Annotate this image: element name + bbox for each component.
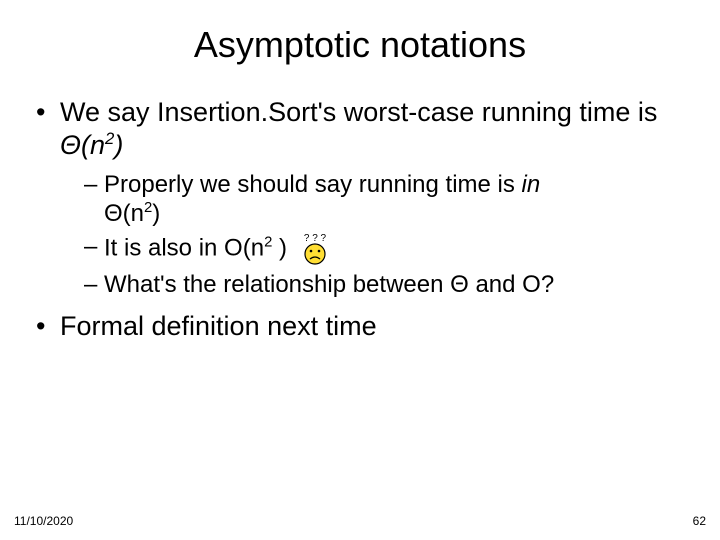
bullet-1: We say Insertion.Sort's worst-case runni… (36, 96, 684, 162)
bullet-1-close: ) (114, 130, 123, 160)
bullet-1-theta: Θ(n (60, 130, 105, 160)
footer-date: 11/10/2020 (14, 514, 73, 528)
slide-body: We say Insertion.Sort's worst-case runni… (0, 76, 720, 343)
sub-1: Properly we should say running time is i… (84, 170, 684, 229)
bullet-1-exp: 2 (105, 129, 114, 148)
face-circle (305, 244, 325, 264)
sub-1-theta: Θ(n (104, 200, 144, 227)
bullet-1-subs: Properly we should say running time is i… (36, 170, 684, 300)
slide: { "title": "Asymptotic notations", "bull… (0, 0, 720, 540)
sub-2-pre: It is also in O(n (104, 235, 264, 262)
slide-title: Asymptotic notations (0, 0, 720, 76)
bullet-1-text-a: We say Insertion.Sort's worst-case runni… (60, 97, 657, 127)
sub-2-close: ) (272, 235, 287, 262)
sub-1-in: in (522, 171, 541, 198)
face-eye-left (309, 250, 312, 253)
sub-1-close: ) (152, 200, 160, 227)
bullet-2: Formal definition next time (36, 310, 684, 343)
bullet-2-text: Formal definition next time (60, 311, 377, 341)
sub-2: It is also in O(n2 ) ? ? ? (84, 232, 684, 266)
confused-face-icon: ? ? ? (300, 232, 330, 266)
face-eye-right (317, 250, 320, 253)
footer-page-number: 62 (693, 514, 706, 528)
face-question-marks: ? ? ? (304, 233, 327, 244)
sub-3: What's the relationship between Θ and O? (84, 270, 684, 299)
sub-3-text: What's the relationship between Θ and O? (104, 271, 554, 298)
sub-1-pre: Properly we should say running time is (104, 171, 522, 198)
